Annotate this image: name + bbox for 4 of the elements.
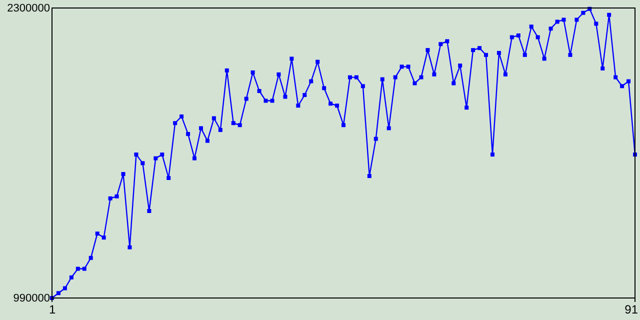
y-tick-label: 2300000 [7, 2, 50, 15]
x-tick-label: 91 [624, 302, 638, 317]
x-tick-label: 1 [49, 302, 56, 317]
y-tick-label: 990000 [13, 292, 50, 305]
